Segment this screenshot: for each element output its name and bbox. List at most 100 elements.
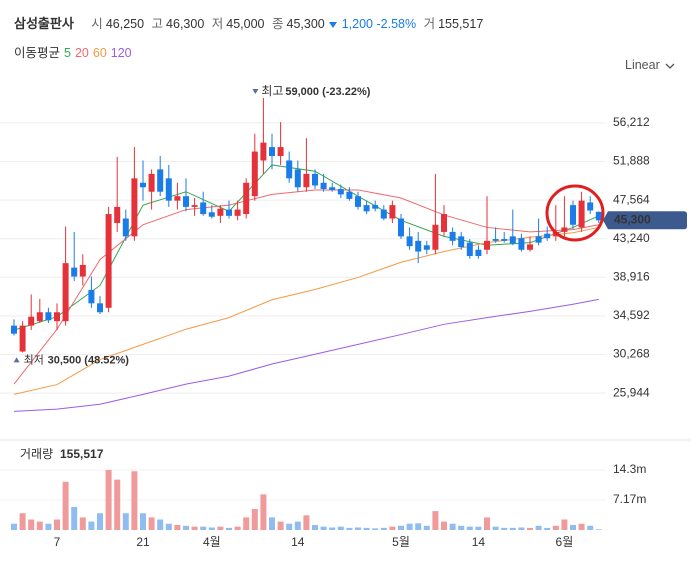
open-value: 46,250 (105, 17, 145, 31)
volume-bar (71, 506, 78, 530)
volume-bar (312, 524, 318, 530)
annotation-label: 최고 (261, 84, 283, 98)
volume-bar (337, 526, 344, 530)
candle-body (45, 312, 52, 321)
price-badge-label: 45,300 (614, 212, 651, 226)
close-label: 종 (272, 17, 284, 31)
candle-body (527, 244, 533, 250)
candle-body (243, 182, 250, 215)
stock-name: 삼성출판사 (14, 16, 74, 31)
candle-body (578, 200, 585, 228)
candle-body (363, 205, 370, 212)
volume-bar (501, 527, 508, 530)
candle-body (303, 173, 310, 188)
candle-body (501, 239, 508, 241)
candle-body (518, 238, 525, 250)
candle-body (251, 151, 258, 197)
volume-bar (355, 527, 361, 530)
y-tick-label: 47,564 (613, 192, 650, 206)
x-tick-label: 5월 (392, 535, 410, 549)
candle-body (389, 205, 396, 219)
volume-bar (398, 525, 404, 530)
candle-body (312, 173, 318, 186)
candle-body (79, 264, 86, 277)
volume-bar (208, 527, 215, 530)
candle-body (355, 196, 361, 207)
candle-body (561, 227, 568, 232)
candle-body (535, 236, 542, 243)
volume-bar (131, 471, 138, 530)
volume-bar (561, 519, 568, 530)
volume-bar (19, 513, 26, 530)
candle-body (148, 173, 155, 192)
scale-label[interactable]: Linear (625, 58, 660, 72)
volume-bar (183, 525, 189, 530)
candle-body (226, 209, 232, 216)
candle-body (217, 208, 224, 216)
volume-bar (363, 527, 370, 530)
volume-bar (527, 527, 533, 530)
volume-bar (320, 526, 327, 530)
volume-bar (509, 527, 516, 530)
volume-bar (475, 526, 482, 530)
candle-body (286, 160, 293, 179)
volume-bar (277, 521, 284, 530)
candle-body (183, 196, 189, 207)
annotation-value: 59,000 (-23.22%) (285, 86, 370, 98)
legend-entry: 5 (64, 46, 71, 60)
volume-bar (595, 529, 602, 530)
candle-body (157, 169, 164, 192)
volume-bar (303, 515, 310, 530)
volume-bar (260, 494, 267, 530)
volume-bar (380, 527, 387, 530)
volume-bar (11, 523, 17, 530)
candle-body (458, 236, 465, 248)
candle-body (346, 191, 353, 199)
volume-bar (415, 523, 422, 530)
volume-bar (346, 527, 353, 530)
candle-body (432, 224, 439, 250)
volume-bar (492, 526, 499, 530)
y-tick-label: 7.17m (613, 492, 646, 506)
x-tick-label: 14 (472, 535, 486, 549)
candle-body (11, 325, 17, 334)
candle-body (54, 312, 60, 322)
grid (0, 122, 605, 501)
annotation-value: 30,500 (48.52%) (48, 354, 130, 366)
volume-bar (372, 528, 379, 530)
volume-bar (36, 521, 43, 530)
marker-up (13, 357, 20, 363)
scale-button[interactable]: Linear (625, 58, 677, 72)
candle-body (131, 178, 138, 237)
volume-bar (406, 523, 413, 530)
candle-body (260, 142, 267, 161)
candle-body (36, 312, 43, 322)
candle-body (484, 240, 490, 250)
volume-bar (165, 523, 172, 530)
x-tick-label: 4월 (203, 535, 221, 549)
volume-bar (294, 521, 301, 530)
candle-body (97, 303, 103, 313)
y-tick-label: 14.3m (613, 462, 646, 476)
candle-body (28, 316, 35, 326)
volume-bar (423, 525, 430, 530)
volume-bar (105, 470, 112, 530)
volume-bar (269, 517, 275, 530)
volume-bar (570, 524, 576, 530)
chevron (665, 63, 675, 69)
y-tick-label: 34,592 (613, 308, 650, 322)
volume-bar (226, 527, 232, 530)
candle-body (329, 187, 336, 190)
volume-bar (148, 517, 155, 530)
x-tick-label: 21 (136, 535, 150, 549)
volume-bar (45, 523, 52, 530)
y-tick-label: 56,212 (613, 115, 650, 129)
volume-bar (389, 526, 396, 530)
change-percent: -2.58% (376, 17, 417, 31)
x-tick-label: 7 (54, 535, 61, 549)
candle-body (140, 182, 146, 188)
volume-bar (544, 527, 551, 530)
change-amount: 1,200 (341, 17, 373, 31)
legend-title: 이동평균 (14, 46, 61, 60)
